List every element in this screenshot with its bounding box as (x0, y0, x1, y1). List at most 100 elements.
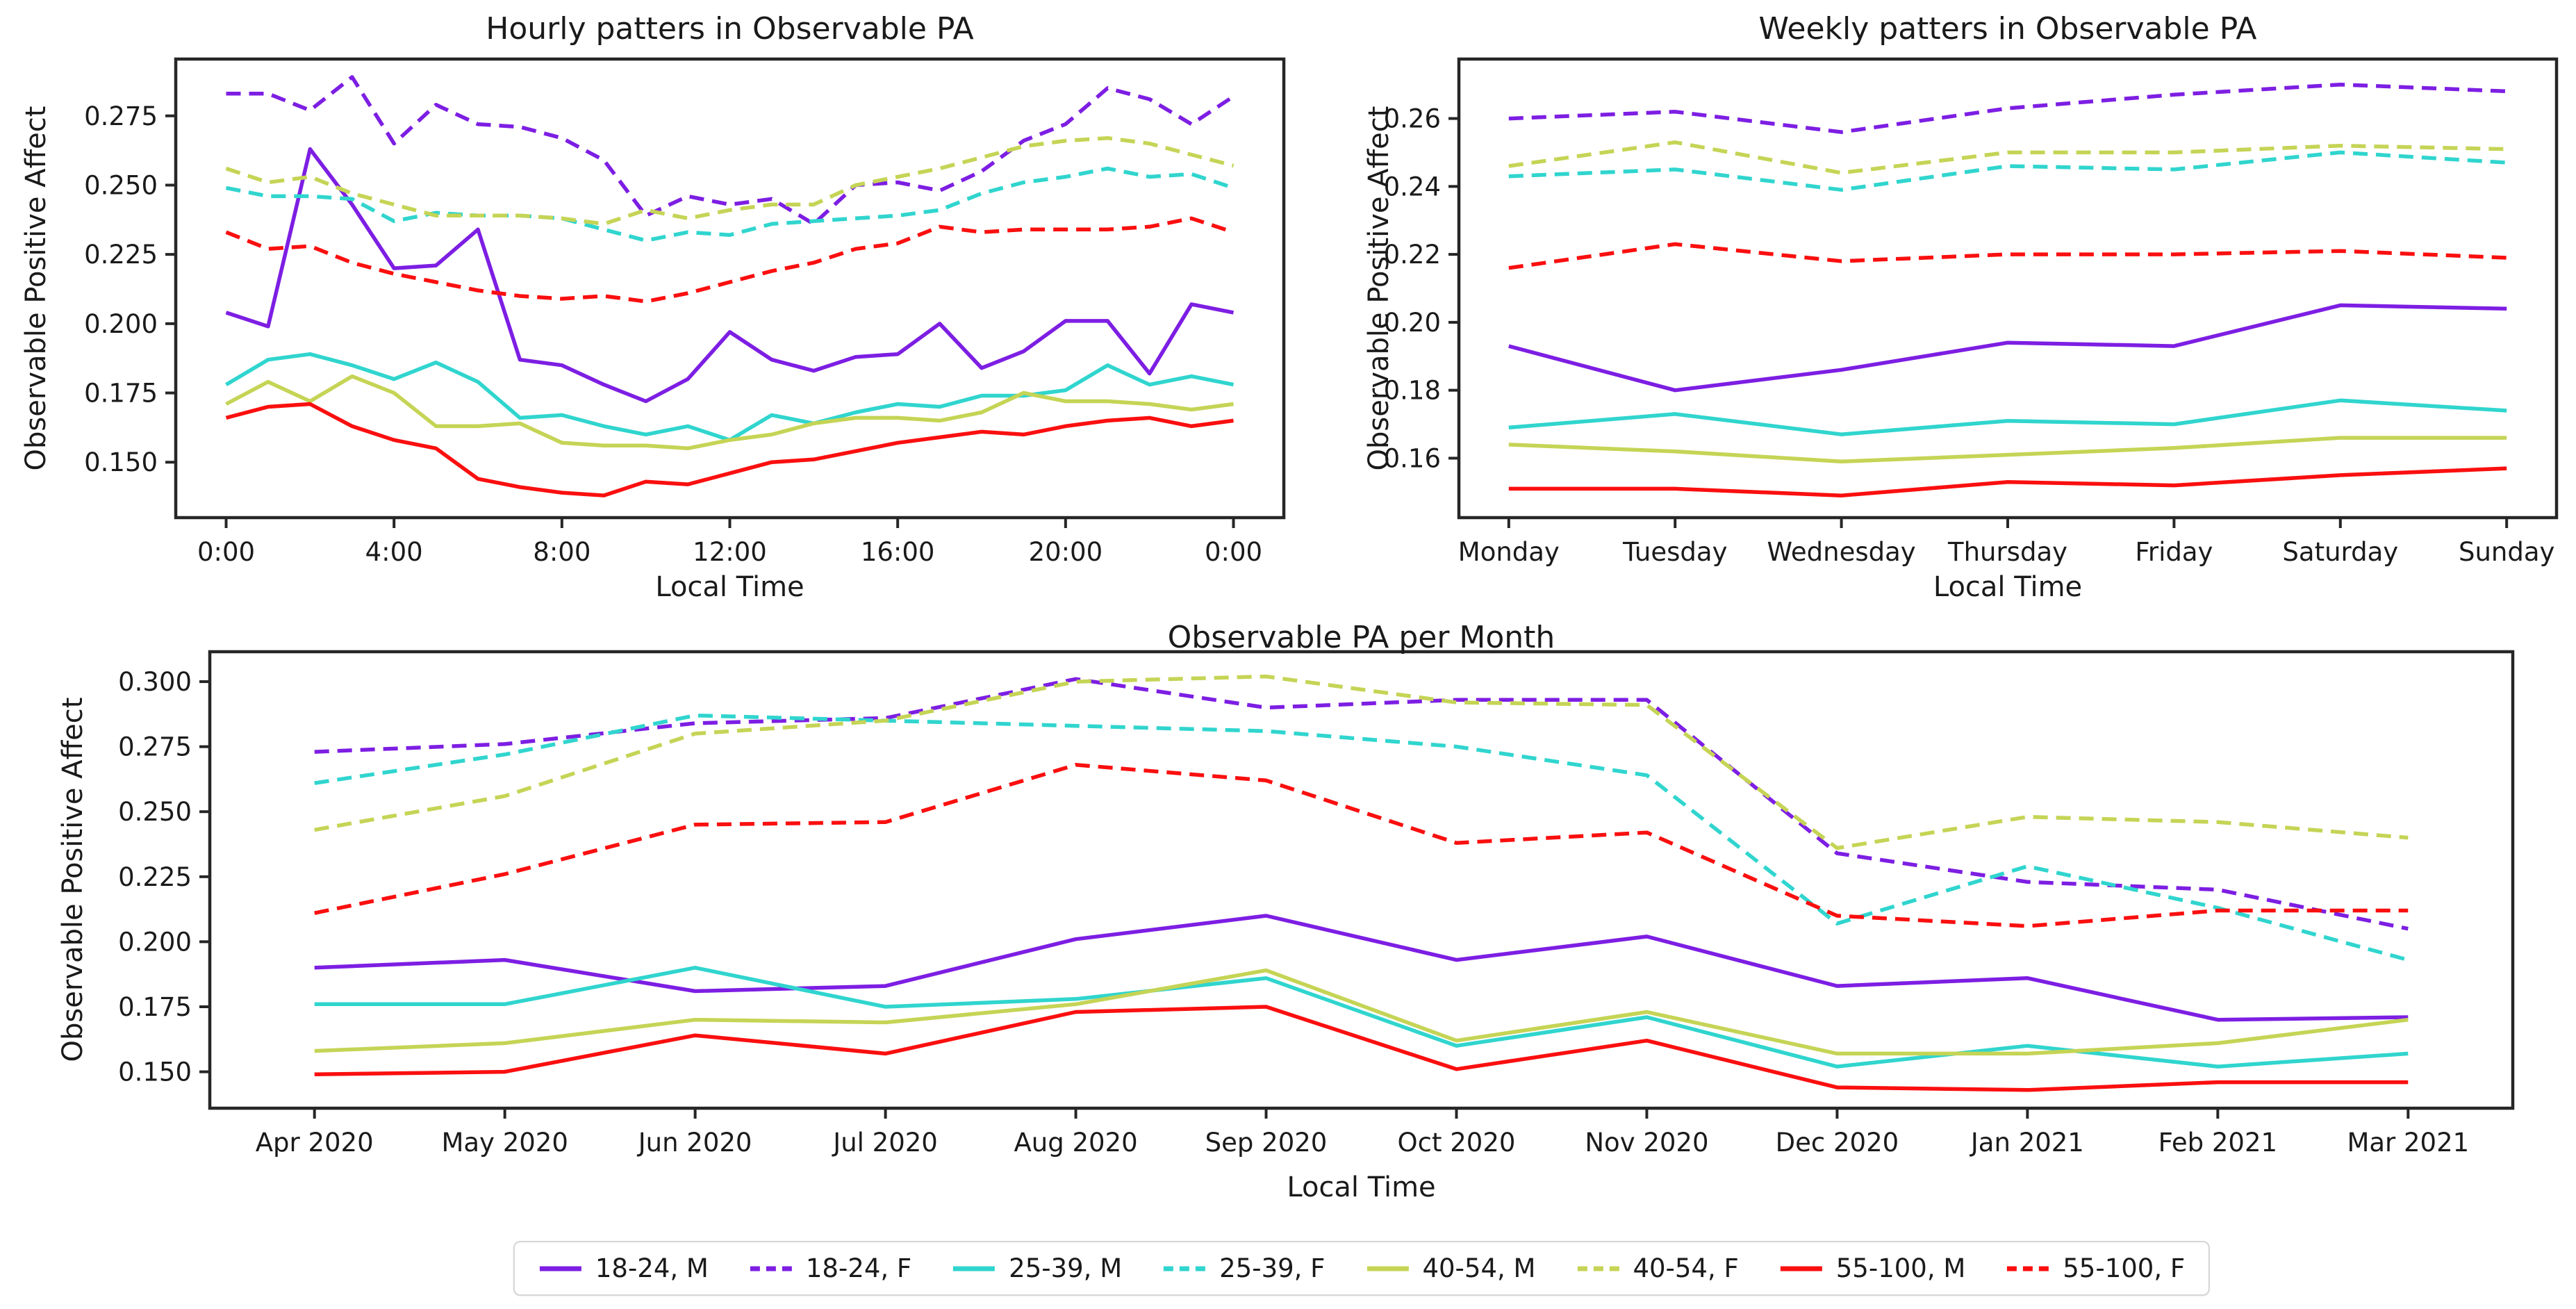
dashed-line-swatch-icon (1164, 1266, 1206, 1271)
legend-item-18-24-m: 18-24, M (538, 1253, 709, 1283)
series-line-25-39-f (1508, 150, 2507, 192)
y-tick-label: 0.225 (118, 862, 192, 892)
y-tick-label: 0.16 (1384, 443, 1441, 473)
series-line-40-54-m (225, 374, 1234, 451)
y-tick-label: 0.175 (84, 379, 158, 409)
y-tick-label: 0.20 (1384, 308, 1441, 338)
series-line-55-100-f (1508, 242, 2507, 270)
y-tick-label: 0.22 (1384, 240, 1441, 270)
x-tick-label: Feb 2021 (2158, 1128, 2277, 1158)
x-tick-label: Jun 2020 (637, 1128, 752, 1158)
legend-label: 25-39, M (1009, 1253, 1123, 1283)
legend-item-25-39-f: 25-39, F (1162, 1253, 1325, 1283)
x-tick-label: 8:00 (533, 537, 591, 567)
series-line-18-24-f (1508, 82, 2507, 134)
series-line-55-100-m (225, 402, 1234, 497)
series-line-40-54-m (1508, 436, 2507, 464)
x-tick-label: Thursday (1947, 537, 2067, 567)
legend-label: 18-24, M (595, 1253, 709, 1283)
series-line-18-24-m (314, 914, 2409, 1022)
x-tick-label: 4:00 (365, 537, 423, 567)
y-tick-label: 0.200 (84, 309, 158, 339)
x-tick-label: Sunday (2459, 537, 2554, 567)
plot-box (208, 650, 2515, 1110)
y-axis-label-weekly: Observable Positive Affect (1363, 106, 1395, 471)
dashed-line-swatch-icon (2007, 1266, 2049, 1271)
y-tick-label: 0.26 (1384, 104, 1441, 134)
chart-weekly-patters-in-observable-pa: 0.16 0.18 0.20 0.22 0.24 0.26 Monday Tuesday Wed… (1384, 57, 2559, 567)
series-line-55-100-m (1508, 466, 2507, 497)
x-tick-label: Monday (1458, 537, 1560, 567)
x-tick-label: Tuesday (1622, 537, 1728, 567)
y-axis-label-hourly: Observable Positive Affect (20, 106, 52, 471)
x-tick-label: 0:00 (197, 537, 255, 567)
series-line-25-39-m (1508, 398, 2507, 436)
series-line-55-100-m (314, 1005, 2409, 1092)
series-line-18-24-m (1508, 303, 2507, 393)
series-line-55-100-f (225, 216, 1235, 304)
chart-observable-pa-per-month: 0.150 0.175 0.200 0.225 0.250 0.275 0.300 Apr 2… (118, 650, 2515, 1158)
legend-item-40-54-f: 40-54, F (1576, 1253, 1739, 1283)
y-tick-label: 0.18 (1384, 376, 1441, 406)
plot-box (174, 57, 1286, 520)
x-axis-label-hourly: Local Time (655, 571, 804, 603)
series-line-25-39-f (225, 166, 1235, 242)
chart-title-weekly: Weekly patters in Observable PA (1758, 11, 2257, 47)
series-line-18-24-f (226, 75, 1235, 227)
solid-line-swatch-icon (953, 1266, 996, 1271)
legend-label: 40-54, M (1422, 1253, 1536, 1283)
legend-item-55-100-m: 55-100, M (1779, 1253, 1966, 1283)
series-line-18-24-m (225, 147, 1235, 404)
x-axis-label-weekly: Local Time (1933, 571, 2083, 603)
legend-item-18-24-f: 18-24, F (749, 1253, 911, 1283)
y-tick-label: 0.275 (118, 732, 192, 762)
y-tick-label: 0.275 (84, 101, 158, 131)
solid-line-swatch-icon (1367, 1266, 1409, 1271)
series-line-18-24-f (314, 677, 2409, 931)
x-tick-label: 20:00 (1029, 537, 1103, 567)
dashed-line-swatch-icon (1577, 1266, 1619, 1271)
chart-title-hourly: Hourly patters in Observable PA (486, 11, 974, 47)
y-tick-label: 0.24 (1384, 172, 1441, 201)
series-line-40-54-f (314, 674, 2409, 850)
y-tick-label: 0.150 (118, 1057, 192, 1087)
legend-item-40-54-m: 40-54, M (1365, 1253, 1535, 1283)
x-axis-label-monthly: Local Time (1287, 1171, 1436, 1203)
chart-hourly-patters-in-observable-pa: 0.150 0.175 0.200 0.225 0.250 0.275 0:00 4:00 8:… (84, 57, 1286, 567)
series-line-55-100-f (314, 763, 2409, 928)
series-line-40-54-f (225, 135, 1235, 227)
chart-title-monthly: Observable PA per Month (1167, 620, 1555, 655)
series-line-25-39-f (314, 713, 2409, 962)
solid-line-swatch-icon (539, 1266, 581, 1271)
x-tick-label: Sep 2020 (1205, 1128, 1328, 1158)
legend-label: 55-100, M (1835, 1253, 1966, 1283)
series-line-40-54-f (1508, 140, 2507, 175)
legend-label: 18-24, F (805, 1253, 912, 1283)
x-tick-label: Nov 2020 (1585, 1128, 1708, 1158)
x-tick-label: Jul 2020 (832, 1128, 938, 1158)
legend-item-55-100-f: 55-100, F (2006, 1253, 2185, 1283)
y-axis-label-monthly: Observable Positive Affect (57, 697, 89, 1062)
legend-label: 25-39, F (1219, 1253, 1326, 1283)
legend-label: 55-100, F (2063, 1253, 2186, 1283)
x-tick-label: 0:00 (1205, 537, 1262, 567)
series-line-25-39-m (314, 966, 2409, 1069)
solid-line-swatch-icon (1780, 1266, 1822, 1271)
x-tick-label: Jan 2021 (1970, 1128, 2084, 1158)
x-tick-label: 12:00 (693, 537, 767, 567)
x-tick-label: 16:00 (861, 537, 935, 567)
x-tick-label: Apr 2020 (256, 1128, 374, 1158)
x-tick-label: May 2020 (441, 1128, 568, 1158)
y-tick-label: 0.225 (84, 240, 158, 270)
series-line-25-39-m (225, 352, 1235, 443)
legend-label: 40-54, F (1633, 1253, 1739, 1283)
legend-item-25-39-m: 25-39, M (952, 1253, 1122, 1283)
y-tick-label: 0.150 (84, 447, 158, 477)
x-tick-label: Oct 2020 (1398, 1128, 1516, 1158)
x-tick-label: Wednesday (1767, 537, 1915, 567)
y-tick-label: 0.300 (118, 667, 192, 697)
y-tick-label: 0.175 (118, 992, 192, 1022)
x-tick-label: Friday (2135, 537, 2213, 567)
